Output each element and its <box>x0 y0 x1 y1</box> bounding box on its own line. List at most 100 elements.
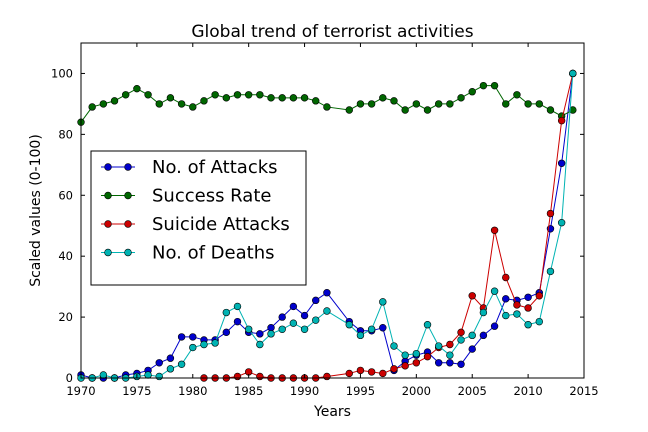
data-point <box>267 330 275 338</box>
data-point <box>222 94 231 102</box>
legend-swatch-marker <box>104 163 112 171</box>
y-tick-label: 20 <box>58 310 73 324</box>
data-point <box>468 345 476 353</box>
data-point <box>513 301 521 309</box>
data-point <box>557 159 566 168</box>
data-point <box>468 88 476 96</box>
data-point <box>557 218 566 227</box>
series-2 <box>200 69 577 382</box>
data-point <box>155 359 163 367</box>
data-point <box>468 292 476 300</box>
data-point <box>189 103 197 111</box>
data-point <box>289 94 298 102</box>
data-point <box>300 325 309 333</box>
data-point <box>546 267 555 276</box>
legend-swatch-marker <box>104 248 112 257</box>
data-point <box>457 360 465 368</box>
legend-swatch-marker <box>124 248 132 257</box>
data-point <box>490 226 499 235</box>
data-point <box>490 287 499 295</box>
data-point <box>468 331 476 340</box>
data-point <box>546 106 555 114</box>
data-point <box>200 340 208 349</box>
axis-ticks: 1970 1975 1980 1985 1990 1995 2000 2005 2010 2015… <box>51 43 599 398</box>
data-point <box>524 100 532 108</box>
x-tick-label: 1985 <box>234 384 263 398</box>
data-point <box>479 81 488 90</box>
data-point <box>535 100 543 108</box>
data-point <box>233 372 242 381</box>
data-point <box>446 340 454 349</box>
data-point <box>267 324 275 332</box>
data-point <box>144 371 152 379</box>
y-tick-label: 40 <box>58 249 73 263</box>
data-point <box>300 94 309 102</box>
data-point <box>379 369 387 378</box>
legend-label: No. of Deaths <box>152 243 274 264</box>
data-point <box>312 296 320 305</box>
legend-swatch-marker <box>124 163 132 171</box>
x-tick-label: 1970 <box>66 384 95 398</box>
data-point <box>535 292 543 300</box>
data-point <box>490 81 499 90</box>
data-point <box>423 352 432 361</box>
x-tick-label: 1975 <box>122 384 151 398</box>
data-point <box>412 349 421 358</box>
data-point <box>502 311 510 320</box>
data-point <box>144 91 152 99</box>
y-tick-label: 80 <box>58 127 73 141</box>
data-point <box>289 302 298 311</box>
data-point <box>457 94 465 102</box>
data-point <box>133 84 141 93</box>
data-point <box>200 97 208 105</box>
legend-box <box>90 150 307 286</box>
data-point <box>233 91 242 99</box>
plot-frame <box>80 42 585 379</box>
data-point <box>99 371 108 379</box>
data-point <box>412 100 421 108</box>
data-point <box>110 97 119 105</box>
x-tick-label: 2010 <box>513 384 542 398</box>
data-point <box>412 359 421 367</box>
data-point <box>211 339 219 347</box>
data-point <box>490 322 499 330</box>
data-point <box>177 100 186 108</box>
data-point <box>434 359 443 367</box>
data-point <box>345 106 353 114</box>
data-point <box>166 365 175 373</box>
data-point <box>267 94 275 102</box>
data-point <box>122 91 130 99</box>
data-point <box>401 362 409 370</box>
data-point <box>155 100 163 108</box>
data-point <box>233 302 242 311</box>
legend: No. of Attacks Success Rate Suicide Attack… <box>90 150 307 286</box>
data-point <box>312 316 320 324</box>
data-point <box>278 325 286 333</box>
data-point <box>401 351 409 359</box>
data-point <box>513 310 521 318</box>
data-point <box>446 359 454 367</box>
data-point <box>300 311 309 320</box>
data-point <box>278 313 286 321</box>
data-point <box>367 368 376 376</box>
data-point <box>323 372 331 381</box>
data-point <box>177 360 186 368</box>
chart-title: Global trend of terrorist activities <box>191 22 473 42</box>
legend-swatch-marker <box>124 191 132 200</box>
legend-swatch-marker <box>104 220 112 228</box>
x-tick-label: 1980 <box>178 384 207 398</box>
data-point <box>457 336 465 344</box>
data-point <box>513 91 521 99</box>
data-point <box>379 324 387 332</box>
data-point <box>479 331 488 340</box>
data-point <box>323 289 331 297</box>
data-point <box>356 100 365 108</box>
data-point <box>256 91 264 99</box>
legend-label: No. of Attacks <box>152 157 278 178</box>
data-point <box>356 331 365 340</box>
data-point <box>211 91 219 99</box>
x-tick-label: 2000 <box>402 384 431 398</box>
data-point <box>524 321 532 329</box>
x-tick-label: 1995 <box>346 384 375 398</box>
